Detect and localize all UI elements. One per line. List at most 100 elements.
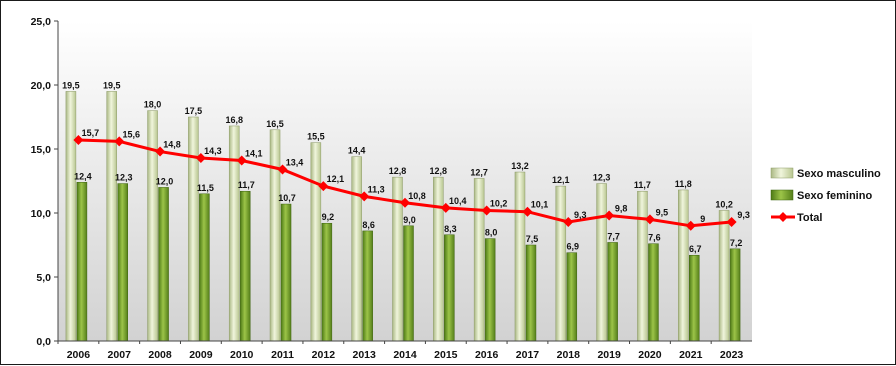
- bar-sexo-masculino: [65, 91, 77, 342]
- bar-sexo-masculino: [473, 178, 485, 342]
- y-axis-ticks: 0,0 5,0 10,0 15,0 20,0 25,0: [31, 16, 58, 348]
- bar-sexo-feminino: [403, 225, 414, 342]
- data-label-sexo-masculino: 15,5: [307, 132, 325, 142]
- data-label-sexo-masculino: 19,5: [62, 80, 80, 90]
- bar-sexo-masculino: [596, 183, 607, 342]
- bar-sexo-feminino: [566, 252, 578, 342]
- x-axis-ticks: 2006 2007 2008 2009 2010 2011 2012 2013 2014 2015…: [57, 341, 744, 361]
- y-tick-label: 20,0: [31, 80, 52, 92]
- bar-sexo-masculino: [228, 125, 240, 342]
- legend-label: Total: [797, 212, 822, 224]
- data-label-sexo-feminino: 8,6: [362, 220, 375, 230]
- total-point: [481, 205, 492, 216]
- total-point: [195, 152, 206, 163]
- legend: Sexo masculino Sexo feminino Total: [770, 167, 881, 224]
- bar-sexo-feminino: [729, 248, 741, 342]
- data-label-total: 10,4: [449, 196, 467, 206]
- x-tick-label: 2013: [352, 349, 376, 361]
- bar-sexo-masculino: [514, 171, 526, 342]
- total-point: [359, 191, 370, 202]
- data-label-sexo-feminino: 10,7: [278, 193, 296, 203]
- x-tick-label: 2007: [108, 349, 132, 361]
- total-point: [685, 220, 696, 231]
- y-tick-label: 5,0: [36, 272, 51, 284]
- x-tick-label: 2010: [230, 349, 254, 361]
- data-label-total: 9,8: [615, 204, 628, 214]
- data-label-total: 9: [700, 214, 705, 224]
- data-label-total: 14,8: [163, 140, 181, 150]
- x-tick-label: 2020: [638, 349, 662, 361]
- data-label-sexo-feminino: 8,3: [444, 224, 457, 234]
- data-label-sexo-masculino: 11,8: [675, 179, 692, 189]
- y-tick-label: 25,0: [31, 16, 52, 28]
- total-point: [277, 164, 288, 175]
- bar-sexo-masculino: [433, 176, 444, 342]
- bar-sexo-masculino: [351, 156, 362, 342]
- total-point: [563, 216, 574, 227]
- data-label-sexo-masculino: 12,3: [593, 173, 611, 183]
- data-label-total: 11,3: [368, 184, 385, 194]
- data-label-sexo-feminino: 7,2: [730, 238, 743, 248]
- data-label-sexo-feminino: 12,3: [115, 173, 133, 183]
- data-label-sexo-masculino: 11,7: [634, 180, 651, 190]
- total-point: [604, 210, 615, 221]
- x-tick-label: 2023: [720, 349, 744, 361]
- bar-sexo-masculino: [718, 210, 730, 342]
- data-label-sexo-masculino: 19,5: [103, 80, 121, 90]
- total-point: [73, 135, 84, 146]
- data-label-total: 14,1: [245, 149, 263, 159]
- data-label-sexo-masculino: 12,8: [389, 166, 407, 176]
- x-tick-label: 2012: [312, 349, 336, 361]
- total-point: [522, 206, 533, 217]
- total-point: [726, 216, 737, 227]
- bar-sexo-masculino: [188, 116, 199, 342]
- data-label-total: 9,3: [574, 210, 587, 220]
- x-tick-label: 2014: [393, 349, 417, 361]
- legend-swatch: [770, 189, 794, 201]
- data-label-sexo-feminino: 11,7: [238, 180, 255, 190]
- x-tick-label: 2017: [516, 349, 540, 361]
- x-tick-label: 2011: [271, 349, 294, 361]
- data-label-sexo-masculino: 14,4: [348, 146, 366, 156]
- x-tick-label: 2021: [679, 349, 703, 361]
- data-label-sexo-masculino: 10,2: [715, 199, 733, 209]
- x-tick-label: 2009: [189, 349, 213, 361]
- data-label-sexo-feminino: 7,6: [648, 233, 661, 243]
- bar-sexo-masculino: [106, 91, 117, 342]
- bar-sexo-feminino: [280, 203, 292, 342]
- y-tick-label: 0,0: [36, 336, 51, 348]
- total-point: [318, 181, 329, 192]
- data-label-sexo-masculino: 12,1: [552, 175, 570, 185]
- x-tick-label: 2006: [67, 349, 91, 361]
- data-label-sexo-feminino: 12,0: [156, 176, 174, 186]
- data-label-total: 15,7: [82, 128, 100, 138]
- bar-sexo-feminino: [321, 222, 333, 342]
- data-label-total: 10,2: [490, 198, 508, 208]
- total-point: [155, 146, 166, 157]
- bar-sexo-masculino: [637, 190, 648, 342]
- y-tick-label: 15,0: [31, 144, 52, 156]
- data-label-sexo-masculino: 18,0: [144, 100, 162, 110]
- series-total: [73, 135, 737, 231]
- data-label-total: 12,1: [327, 174, 345, 184]
- data-label-sexo-masculino: 12,7: [470, 167, 488, 177]
- data-label-sexo-masculino: 12,8: [430, 166, 448, 176]
- bar-sexo-masculino: [310, 142, 322, 342]
- data-label-sexo-masculino: 13,2: [511, 161, 529, 171]
- data-label-total: 10,8: [408, 191, 426, 201]
- bar-sexo-masculino: [555, 185, 567, 342]
- legend-label: Sexo feminino: [797, 190, 872, 202]
- bar-sexo-masculino: [269, 129, 281, 342]
- bar-sexo-feminino: [607, 242, 618, 342]
- data-label-total: 13,4: [286, 157, 304, 167]
- bar-sexo-feminino: [648, 243, 659, 342]
- legend-marker: [778, 212, 788, 222]
- total-point: [114, 136, 125, 147]
- x-tick-label: 2015: [434, 349, 458, 361]
- data-label-sexo-feminino: 9,0: [403, 215, 416, 225]
- legend-label: Sexo masculino: [797, 168, 881, 180]
- data-label-sexo-feminino: 9,2: [322, 212, 335, 222]
- data-label-total: 9,5: [656, 207, 669, 217]
